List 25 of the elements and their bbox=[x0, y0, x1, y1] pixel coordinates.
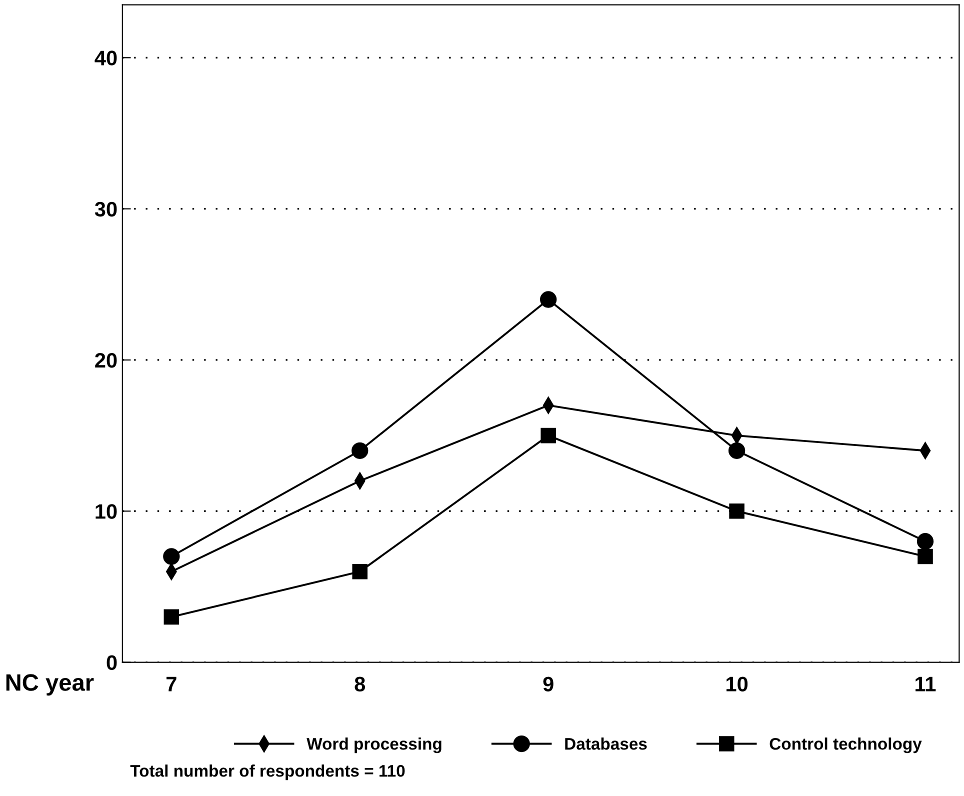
point bbox=[352, 564, 368, 580]
legend-label: Control technology bbox=[770, 738, 922, 754]
y-tick-label: 20 bbox=[95, 352, 117, 368]
text: Total number of respondents = 110 bbox=[130, 764, 405, 780]
point bbox=[163, 548, 180, 565]
point bbox=[540, 428, 556, 444]
x-tick-label: 9 bbox=[543, 676, 554, 692]
point bbox=[918, 548, 933, 564]
x-tick-label: 7 bbox=[166, 676, 176, 692]
y-tick-label: 10 bbox=[96, 504, 117, 519]
point bbox=[729, 503, 744, 519]
point bbox=[916, 533, 934, 550]
legend-label: Word processing bbox=[306, 738, 442, 754]
point bbox=[164, 609, 180, 625]
x-tick-label: 8 bbox=[354, 676, 366, 692]
legend-label: Databases bbox=[565, 738, 647, 750]
y-tick-label: 30 bbox=[94, 202, 117, 217]
point bbox=[352, 442, 368, 459]
y-tick-label: 40 bbox=[94, 50, 117, 66]
x-tick-label: 11 bbox=[916, 676, 936, 692]
x-axis-title: NC year bbox=[6, 674, 94, 696]
point bbox=[728, 442, 746, 459]
y-tick-label: 0 bbox=[106, 655, 117, 670]
x-tick-label: 10 bbox=[726, 676, 748, 692]
point bbox=[540, 291, 557, 308]
